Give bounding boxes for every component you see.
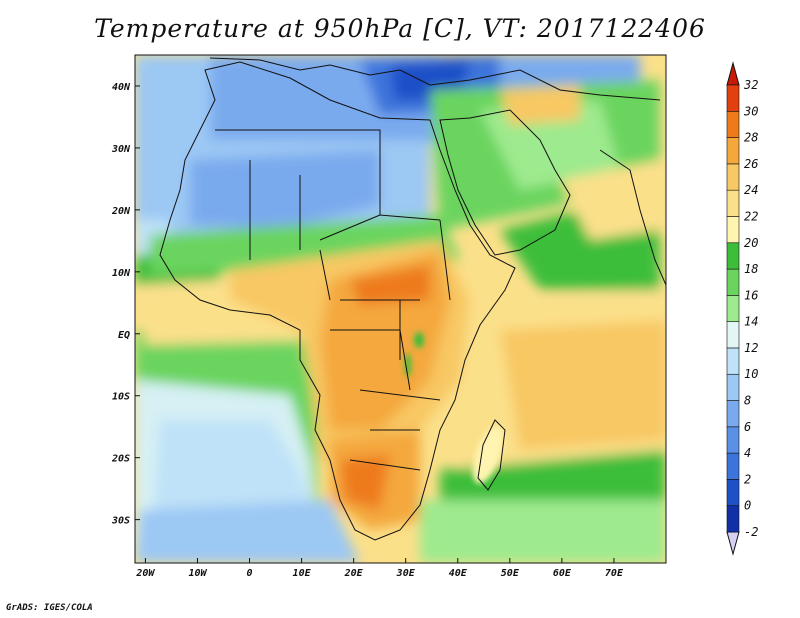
colorbar-label: 16 [744, 288, 758, 302]
colorbar-swatch [726, 163, 740, 191]
grads-credit: GrADS: IGES/COLA [6, 603, 93, 613]
colorbar-swatch [726, 268, 740, 296]
colorbar-label: 24 [744, 183, 758, 197]
colorbar-label: 8 [744, 394, 751, 408]
map-title: Temperature at 950hPa [C], VT: 201712240… [94, 14, 706, 43]
colorbar-min-arrow [726, 531, 740, 556]
colorbar-swatch [726, 321, 740, 349]
colorbar-label: 32 [743, 78, 758, 92]
lon-tick-label: 70E [605, 568, 624, 579]
colorbar-label: 20 [744, 236, 758, 250]
colorbar-swatch [726, 347, 740, 375]
lon-tick-label: 10E [293, 568, 312, 579]
colorbar-swatch [726, 110, 740, 138]
arabia-coastline [439, 109, 571, 256]
colorbar-label: 2 [744, 472, 751, 486]
lat-tick-label: 40N [112, 82, 131, 93]
lat-tick-label: 10S [112, 392, 130, 403]
colorbar-label: 18 [744, 262, 758, 276]
lat-tick-label: 10N [112, 268, 131, 279]
colorbar-label: 26 [744, 157, 758, 171]
lat-tick-label: 20N [111, 206, 131, 217]
colorbar-swatch [726, 216, 740, 244]
colorbar-label: 28 [744, 131, 758, 145]
colorbar-swatch [726, 373, 740, 401]
colorbar-label: 6 [744, 420, 751, 434]
colorbar-max-arrow [726, 61, 740, 86]
colorbar-swatch [726, 137, 740, 165]
plot-frame [134, 54, 667, 564]
lon-tick-label: 60E [553, 568, 572, 579]
colorbar-swatch [726, 479, 740, 507]
colorbar-label: 30 [743, 104, 758, 118]
colorbar-label: 22 [744, 209, 758, 223]
colorbar-swatch [726, 295, 740, 322]
colorbar-swatch [726, 426, 740, 454]
lat-tick-label: 30S [111, 516, 130, 527]
axis-ticks: 20W 10W 0 10E 20E 30E 40E 50E 60E 70E 40N 30N 20N 10N… [111, 82, 624, 579]
lon-tick-label: 0 [247, 568, 253, 579]
madagascar-coastline [477, 419, 506, 491]
coastlines [159, 57, 666, 541]
india-coastline [599, 149, 666, 286]
colorbar-swatch [726, 452, 740, 480]
lon-tick-label: 50E [501, 568, 520, 579]
colorbar-label: 14 [744, 315, 758, 329]
lon-tick-label: 20W [135, 568, 155, 579]
colorbar-swatch [726, 400, 740, 428]
lon-tick-label: 10W [188, 568, 207, 579]
lon-tick-label: 20E [344, 568, 364, 579]
border-lines [215, 129, 451, 471]
lon-tick-label: 40E [449, 568, 468, 579]
lat-tick-label: 20S [111, 454, 130, 465]
europe-coastline [209, 57, 661, 101]
colorbar-label: 10 [744, 367, 758, 381]
colorbar-swatch [726, 505, 740, 533]
colorbar-label: 12 [744, 341, 758, 355]
colorbar-swatch [726, 242, 740, 270]
colorbar-swatch [726, 84, 740, 112]
lat-tick-label: EQ [118, 330, 130, 341]
lat-tick-label: 30N [111, 144, 131, 155]
africa-coastline [159, 61, 516, 541]
colorbar-label: -2 [744, 525, 758, 539]
colorbar-label: 0 [744, 499, 751, 513]
colorbar-label: 4 [744, 446, 751, 460]
colorbar-swatch [726, 189, 740, 217]
lon-tick-label: 30E [396, 568, 416, 579]
